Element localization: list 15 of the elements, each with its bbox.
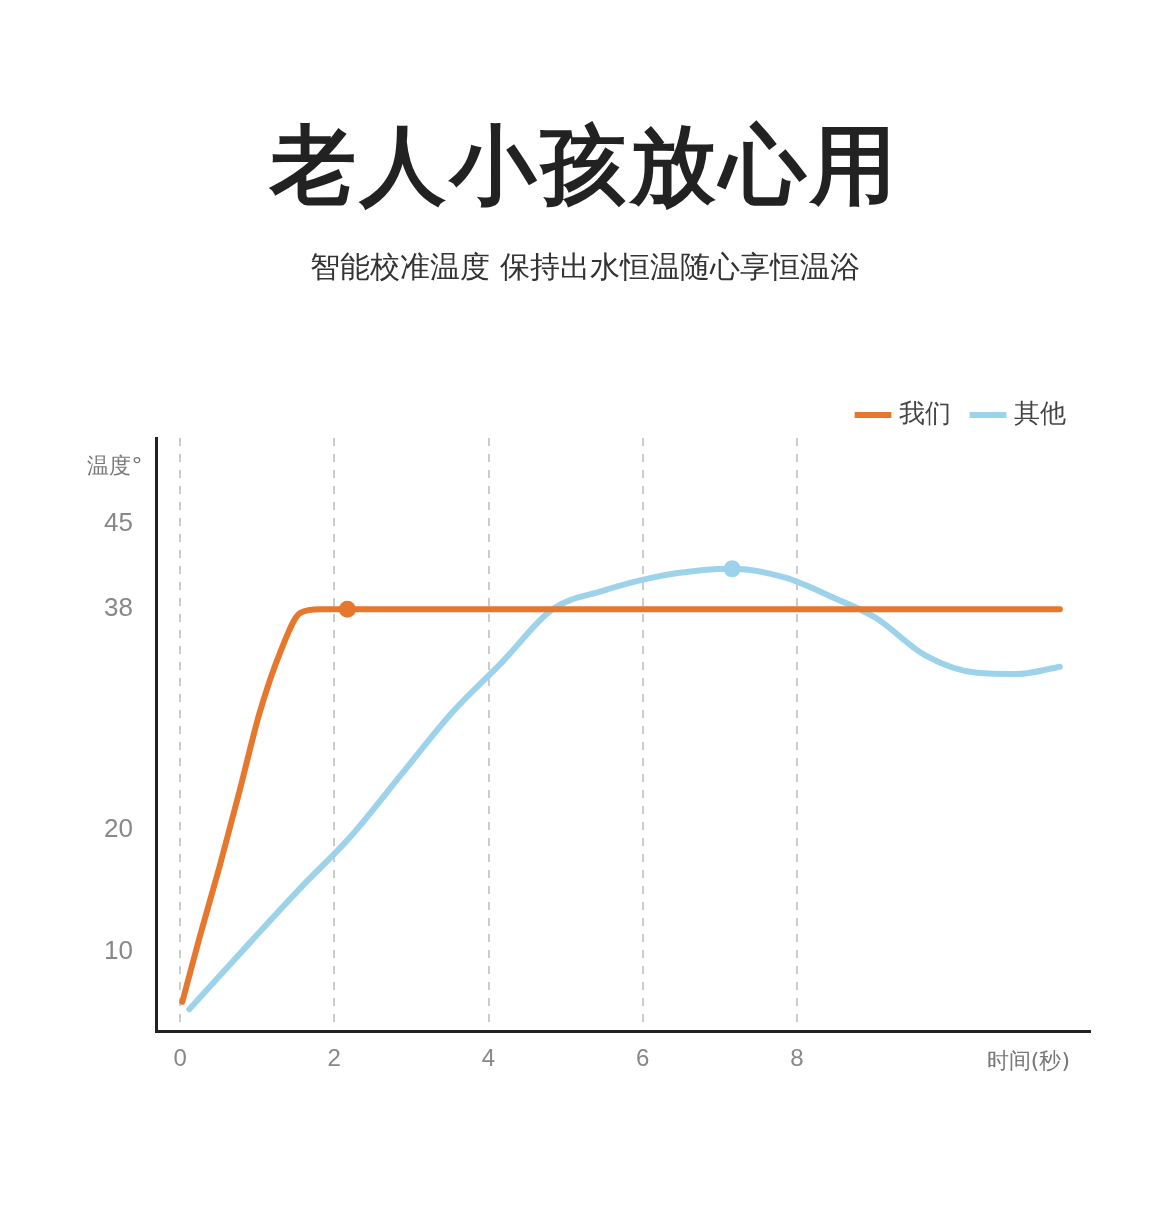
y-tick-label: 10 (104, 934, 133, 965)
x-tick-label: 4 (481, 1044, 496, 1072)
legend-label: 我们 (899, 397, 951, 428)
x-tick-label: 2 (327, 1044, 341, 1072)
x-tick-label: 6 (636, 1044, 650, 1072)
x-tick-label: 8 (790, 1044, 804, 1072)
y-tick-label: 45 (104, 506, 133, 537)
y-tick-label: 20 (104, 812, 133, 843)
chart-subtitle: 智能校准温度 保持出水恒温随心享恒温浴 (309, 248, 861, 286)
chart-title: 老人小孩放心用 (268, 114, 901, 217)
x-axis-title: 时间(秒) (986, 1047, 1070, 1073)
legend-label: 其他 (1014, 397, 1066, 428)
y-tick-label: 38 (104, 592, 133, 623)
y-axis-title: 温度° (87, 452, 143, 478)
x-tick-label: 0 (173, 1044, 187, 1072)
